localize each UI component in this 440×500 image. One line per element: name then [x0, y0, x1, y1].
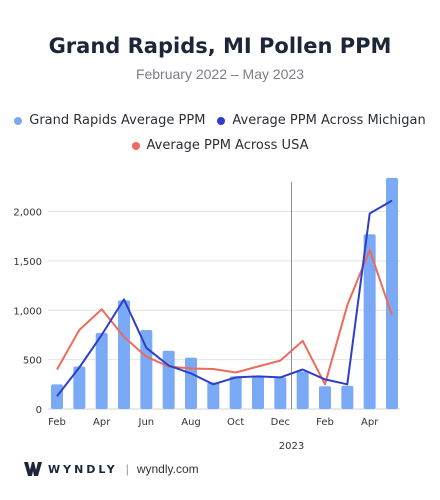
bar — [162, 350, 175, 409]
x-tick-label: Aug — [181, 417, 201, 428]
legend-label-michigan: Average PPM Across Michigan — [232, 113, 426, 128]
bar — [229, 376, 242, 409]
chart-title: Grand Rapids, MI Pollen PPM — [48, 34, 392, 58]
legend-item-michigan: Average PPM Across Michigan — [217, 113, 426, 128]
x-tick-label: Oct — [227, 417, 244, 428]
legend-swatch-usa — [131, 141, 140, 150]
bar — [296, 371, 309, 409]
legend: Grand Rapids Average PPM Average PPM Acr… — [0, 113, 440, 163]
footer-url[interactable]: wyndly.com — [136, 462, 199, 476]
chart-subtitle: February 2022 – May 2023 — [135, 66, 305, 82]
usa-line — [56, 249, 393, 386]
x-tick-label: Feb — [48, 417, 66, 428]
bar — [386, 177, 398, 409]
wyndly-w-icon — [24, 462, 42, 476]
bar — [51, 384, 63, 409]
brand-name: WYNDLY — [48, 462, 118, 476]
x-tick-label: Feb — [316, 417, 334, 428]
year-label: 2023 — [279, 441, 304, 452]
bar — [252, 376, 264, 409]
michigan-line — [56, 199, 393, 397]
x-tick-label: Apr — [361, 417, 379, 428]
y-tick-label: 500 — [23, 356, 42, 367]
x-tick-label: Apr — [93, 417, 111, 428]
y-tick-label: 0 — [36, 405, 42, 416]
legend-item-usa: Average PPM Across USA — [131, 138, 309, 153]
bar — [319, 386, 331, 409]
wyndly-logo: WYNDLY — [24, 462, 118, 476]
legend-item-grand-rapids: Grand Rapids Average PPM — [14, 113, 205, 128]
bar — [274, 377, 287, 409]
legend-swatch-michigan — [217, 116, 226, 125]
bar — [95, 332, 108, 409]
footer: WYNDLY | wyndly.com — [24, 462, 199, 476]
legend-label-usa: Average PPM Across USA — [146, 138, 309, 153]
legend-label-grand-rapids: Grand Rapids Average PPM — [29, 113, 206, 128]
bar — [207, 382, 220, 409]
y-tick-label: 2,000 — [13, 208, 42, 219]
bar — [118, 300, 130, 409]
bar — [185, 357, 197, 409]
bar — [363, 234, 376, 409]
x-tick-label: Dec — [271, 417, 290, 428]
x-tick-label: Jun — [138, 417, 155, 428]
pollen-chart: 0 500 1,000 1,500 2,000 2023 Feb Apr Jun Aug Oct De… — [13, 177, 400, 452]
footer-separator: | — [125, 462, 129, 476]
y-tick-label: 1,500 — [13, 257, 42, 268]
bar — [140, 330, 153, 409]
bar — [341, 385, 354, 409]
bar — [73, 366, 86, 409]
y-tick-label: 1,000 — [13, 306, 42, 317]
legend-swatch-grand-rapids — [14, 116, 23, 125]
